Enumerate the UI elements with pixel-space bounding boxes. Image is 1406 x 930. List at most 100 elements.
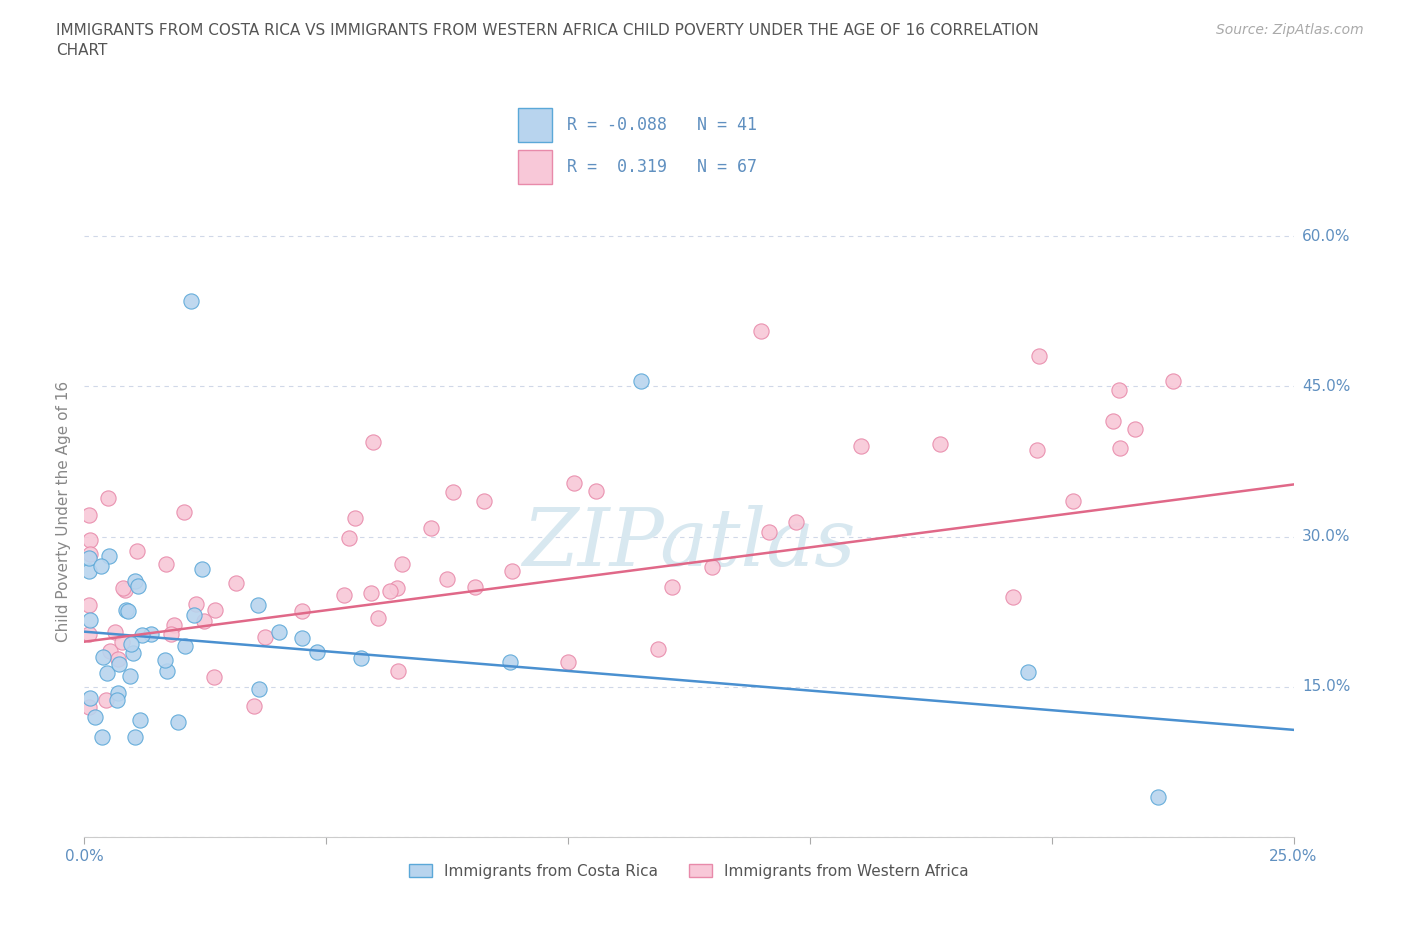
Point — [79, 613, 101, 628]
Point — [436, 571, 458, 586]
Point — [647, 641, 669, 656]
Point — [361, 434, 384, 449]
Point — [125, 544, 148, 559]
Point — [1026, 443, 1049, 458]
Point — [122, 645, 145, 660]
Point — [107, 651, 129, 666]
Point — [247, 682, 270, 697]
Point — [120, 669, 142, 684]
Point — [1002, 590, 1025, 604]
Point — [79, 532, 101, 547]
Point — [107, 693, 129, 708]
Point — [139, 627, 162, 642]
Point — [160, 627, 183, 642]
Point — [166, 714, 188, 729]
Point — [127, 579, 149, 594]
Point — [267, 625, 290, 640]
Text: 60.0%: 60.0% — [1302, 229, 1350, 244]
Point — [1147, 790, 1170, 804]
Point — [174, 639, 197, 654]
Point — [79, 691, 101, 706]
Point — [378, 584, 401, 599]
FancyBboxPatch shape — [517, 150, 551, 183]
Point — [156, 663, 179, 678]
Point — [90, 729, 112, 744]
Point — [124, 729, 146, 744]
Point — [180, 294, 202, 309]
Point — [385, 580, 408, 595]
Legend: Immigrants from Costa Rica, Immigrants from Western Africa: Immigrants from Costa Rica, Immigrants f… — [404, 857, 974, 884]
Text: ZIPatlas: ZIPatlas — [522, 505, 856, 583]
Point — [1017, 664, 1039, 679]
Point — [204, 669, 226, 684]
Point — [163, 618, 186, 632]
Point — [108, 657, 131, 671]
Point — [441, 485, 464, 499]
Point — [97, 491, 120, 506]
Y-axis label: Child Poverty Under the Age of 16: Child Poverty Under the Age of 16 — [56, 381, 72, 642]
Point — [90, 559, 112, 574]
Point — [758, 525, 780, 539]
Point — [337, 531, 360, 546]
Point — [253, 630, 276, 644]
Point — [93, 650, 115, 665]
Point — [77, 597, 100, 612]
Point — [117, 604, 139, 618]
Point — [1109, 441, 1132, 456]
Point — [1108, 382, 1130, 397]
Point — [419, 521, 441, 536]
Point — [1101, 414, 1123, 429]
Point — [83, 710, 105, 724]
Point — [464, 580, 486, 595]
Text: IMMIGRANTS FROM COSTA RICA VS IMMIGRANTS FROM WESTERN AFRICA CHILD POVERTY UNDER: IMMIGRANTS FROM COSTA RICA VS IMMIGRANTS… — [56, 23, 1039, 58]
Point — [499, 655, 522, 670]
Point — [785, 514, 807, 529]
Point — [98, 644, 121, 658]
Point — [630, 374, 652, 389]
Point — [191, 562, 214, 577]
Point — [562, 475, 585, 490]
Point — [360, 586, 382, 601]
Point — [193, 614, 215, 629]
Point — [247, 598, 270, 613]
Point — [929, 437, 952, 452]
Point — [131, 628, 153, 643]
Point — [350, 651, 373, 666]
Point — [98, 549, 121, 564]
Point — [77, 551, 100, 566]
Point — [661, 579, 683, 594]
Point — [107, 685, 129, 700]
Point — [305, 644, 328, 659]
Point — [124, 574, 146, 589]
Point — [204, 603, 226, 618]
Point — [77, 508, 100, 523]
FancyBboxPatch shape — [517, 109, 551, 142]
Point — [557, 655, 579, 670]
Point — [849, 439, 872, 454]
Point — [155, 557, 177, 572]
Point — [114, 582, 136, 597]
Point — [1062, 493, 1084, 508]
Text: 15.0%: 15.0% — [1302, 679, 1350, 695]
Point — [391, 556, 413, 571]
Point — [129, 712, 152, 727]
Point — [501, 564, 523, 578]
Point — [153, 652, 176, 667]
Text: R = -0.088   N = 41: R = -0.088 N = 41 — [567, 116, 756, 134]
Text: R =  0.319   N = 67: R = 0.319 N = 67 — [567, 158, 756, 176]
Point — [751, 324, 773, 339]
Point — [77, 699, 100, 714]
Point — [367, 611, 389, 626]
Point — [111, 581, 134, 596]
Point — [343, 512, 366, 526]
Point — [110, 634, 132, 649]
Point — [387, 663, 409, 678]
Point — [173, 505, 195, 520]
Point — [1028, 349, 1050, 364]
Point — [77, 627, 100, 642]
Point — [1123, 422, 1146, 437]
Text: 45.0%: 45.0% — [1302, 379, 1350, 393]
Point — [291, 604, 314, 618]
Point — [291, 631, 314, 646]
Point — [104, 625, 127, 640]
